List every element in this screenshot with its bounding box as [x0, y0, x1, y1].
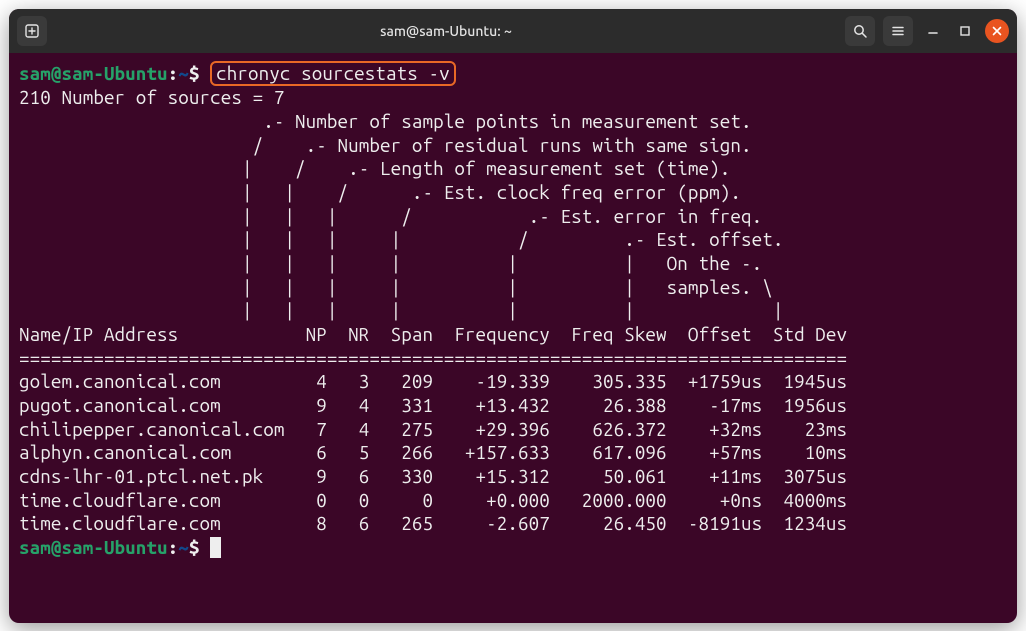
output-row-6: time.cloudflare.com 8 6 265 -2.607 26.45…	[19, 512, 847, 534]
prompt2-dollar: $	[189, 536, 210, 558]
output-row-1: pugot.canonical.com 9 4 331 +13.432 26.3…	[19, 394, 847, 416]
cursor	[210, 537, 221, 558]
command-highlight: chronyc sourcestats -v	[210, 61, 456, 87]
prompt2-user-host: sam@sam-Ubuntu	[19, 536, 168, 558]
menu-button[interactable]	[883, 16, 913, 46]
prompt2-path: ~	[178, 536, 189, 558]
prompt-path: ~	[178, 62, 189, 84]
prompt-user-host: sam@sam-Ubuntu	[19, 62, 168, 84]
output-diagram-6: | | | | | | On the -.	[19, 252, 762, 274]
output-row-3: alphyn.canonical.com 6 5 266 +157.633 61…	[19, 441, 847, 463]
output-sources-count: 210 Number of sources = 7	[19, 86, 284, 108]
output-diagram-0: .- Number of sample points in measuremen…	[19, 110, 752, 132]
close-icon	[992, 26, 1002, 36]
new-tab-button[interactable]	[17, 16, 47, 46]
close-button[interactable]	[985, 19, 1009, 43]
minimize-icon	[926, 24, 940, 38]
output-divider: ========================================…	[19, 347, 847, 369]
output-row-5: time.cloudflare.com 0 0 0 +0.000 2000.00…	[19, 489, 847, 511]
search-icon	[852, 23, 868, 39]
search-button[interactable]	[845, 16, 875, 46]
minimize-button[interactable]	[921, 19, 945, 43]
hamburger-icon	[890, 23, 906, 39]
output-row-0: golem.canonical.com 4 3 209 -19.339 305.…	[19, 370, 847, 392]
output-diagram-2: | / .- Length of measurement set (time).	[19, 157, 730, 179]
prompt2-colon: :	[168, 536, 179, 558]
output-diagram-1: / .- Number of residual runs with same s…	[19, 134, 752, 156]
output-row-4: cdns-lhr-01.ptcl.net.pk 9 6 330 +15.312 …	[19, 465, 847, 487]
output-diagram-8: | | | | | | |	[19, 299, 783, 321]
terminal-window: sam@sam-Ubuntu: ~	[9, 9, 1017, 623]
output-diagram-3: | | / .- Est. clock freq error (ppm).	[19, 181, 741, 203]
new-tab-icon	[24, 23, 40, 39]
window-title: sam@sam-Ubuntu: ~	[47, 23, 845, 39]
prompt-dollar: $	[189, 62, 210, 84]
maximize-button[interactable]	[953, 19, 977, 43]
prompt-colon: :	[168, 62, 179, 84]
terminal-body[interactable]: sam@sam-Ubuntu:~$ chronyc sourcestats -v…	[9, 53, 1017, 623]
maximize-icon	[958, 24, 972, 38]
output-diagram-4: | | | / .- Est. error in freq.	[19, 205, 762, 227]
output-table-header: Name/IP Address NP NR Span Frequency Fre…	[19, 323, 847, 345]
output-diagram-7: | | | | | | samples. \	[19, 276, 773, 298]
titlebar: sam@sam-Ubuntu: ~	[9, 9, 1017, 53]
output-row-2: chilipepper.canonical.com 7 4 275 +29.39…	[19, 418, 847, 440]
output-diagram-5: | | | | / .- Est. offset.	[19, 228, 783, 250]
